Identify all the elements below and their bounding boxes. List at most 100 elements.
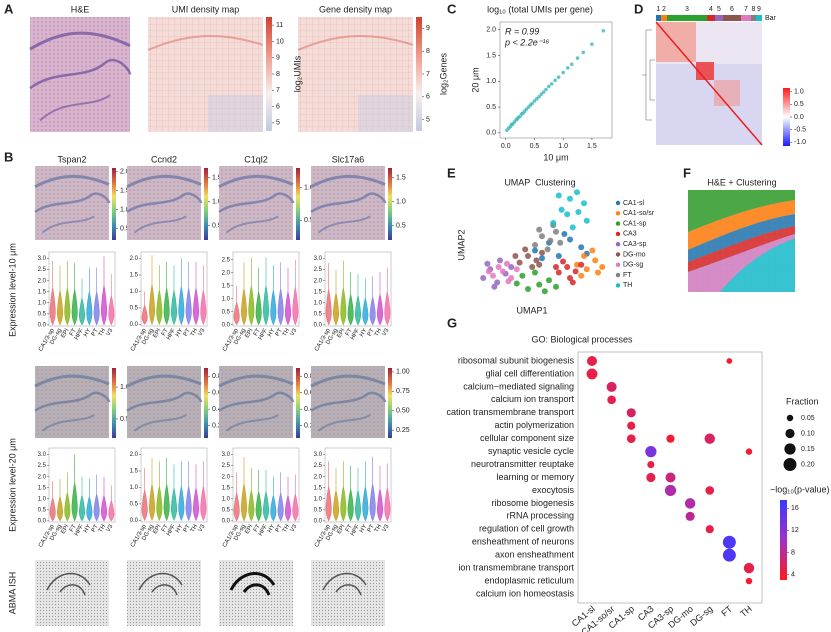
umap-point [578,261,585,268]
umap-point [553,283,559,290]
panel-label: D [634,1,643,16]
gene-title: Slc17a6 [332,154,365,164]
colorbar-tick-label: 0.5 [396,222,406,229]
violin [185,261,192,326]
tissue-layer [218,374,294,388]
y-tick-label: 1.0 [130,289,139,295]
category-label: HY [175,524,184,534]
cluster-label: 5 [717,6,721,13]
violin [270,264,277,326]
y-tick-label: 1.0 [222,496,231,502]
umap-point [555,269,562,276]
colorbar-tick-label: 9 [276,55,280,62]
y-tick-label: 1.0 [314,496,323,502]
colorbar [204,368,208,438]
legend-swatch [615,200,621,206]
scatter-point [532,99,537,103]
density-low-region [358,95,413,132]
violin [56,478,64,522]
colorbar-tick-label: 6 [276,103,280,110]
ish-signal [322,572,367,596]
scatter-point [561,70,565,75]
heatmap-block [696,62,714,80]
category-label: EPI [152,524,162,536]
umap-point [561,231,568,237]
y-tick-label: 0.0 [486,130,496,137]
size-legend-label: 0.05 [801,415,815,422]
legend-label: CA1-sp [623,220,646,227]
category-label: V3 [290,523,299,533]
colorbar-tick-label: 16 [791,505,799,512]
umap-point [575,209,582,215]
violin [362,461,369,522]
scatter-point [553,78,557,83]
colorbar-tick-label: 1.0 [120,207,130,214]
category-label: HPF [258,327,269,341]
tissue-layer [310,374,386,388]
umap-point [485,268,492,275]
violin [325,263,332,326]
violin [141,291,148,325]
cluster-bar [723,15,741,21]
tissue-layer [317,414,371,432]
category-label: PT [275,524,284,534]
violin [354,274,362,326]
term-label: ion transmembrane transport [458,562,574,572]
tissue-layer [133,414,187,432]
violin [108,485,115,522]
go-dot [666,434,675,443]
colorbar-tick-label: 5 [276,120,280,127]
colorbar-tick-label: 9 [426,25,430,32]
plot-frame [232,447,300,523]
umap-point [564,211,571,218]
colorbar-tick-label: 1.0 [794,89,804,96]
y-tick-label: 1.5 [130,469,139,475]
umap-point [484,260,491,267]
umap-point [499,268,506,275]
y-tick-label: 1.5 [222,485,231,491]
violin [332,467,340,522]
y-tick-label: 2.5 [222,257,231,263]
colorbar-tick-label: 0.5 [794,101,804,108]
y-tick-label: 0.5 [314,311,323,317]
umap-point [504,260,510,267]
legend-label: FT [623,272,632,279]
violin [49,260,56,326]
violin [192,464,200,522]
term-label: calcium−mediated signaling [463,381,574,391]
cluster-label: 4 [709,6,713,13]
y-tick-label: 0.0 [38,518,47,524]
term-label: rRNA processing [506,511,574,521]
category-label: TH [374,524,383,534]
umap-point [525,253,531,259]
term-label: learning or memory [496,472,574,482]
x-axis-label: UMAP1 [516,305,547,315]
violin [369,276,376,326]
cluster-bar [715,15,723,21]
colorbar-tick-label: -0.5 [794,126,806,133]
umap-point [555,253,562,259]
category-label: TH [98,524,107,534]
umap-point [512,253,519,259]
expression-overlay [311,366,385,438]
size-legend-label: 0.10 [801,430,815,437]
tissue-layer [218,192,295,213]
umap-point [541,288,548,295]
tissue-layer [225,414,279,432]
tissue-layer [126,374,202,388]
plot-frame [232,251,300,327]
cluster-label: 2 [662,6,666,13]
category-label: TH [190,524,199,534]
y-tick-label: 1.0 [222,296,231,302]
go-dot [685,511,695,521]
tissue-layer [34,192,111,213]
colorbar-tick-label: 1.0 [304,184,314,191]
y-tick-label: 0.5 [38,311,47,317]
violin [284,267,292,326]
violin [100,256,108,326]
density-low-region [208,95,263,132]
scatter-point [581,50,586,55]
y-tick-label: 0.0 [130,518,139,524]
ish-signal [138,572,183,596]
